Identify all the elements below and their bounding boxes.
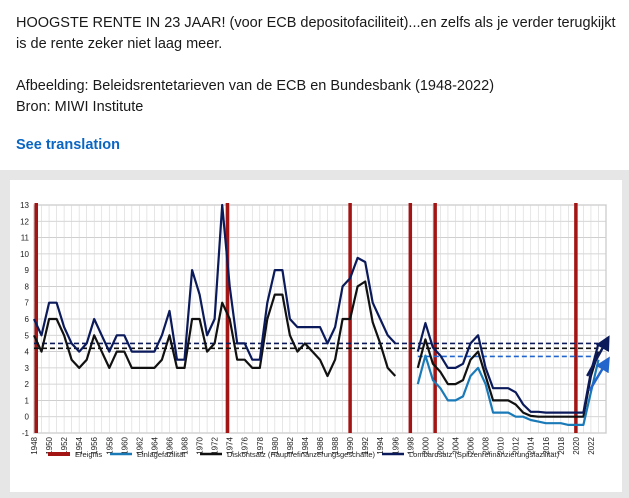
y-tick-label: 1 — [25, 396, 30, 405]
x-tick-label: 1982 — [286, 436, 295, 454]
y-tick-label: 11 — [21, 234, 30, 243]
x-tick-label: 2012 — [512, 436, 521, 454]
x-tick-label: 1952 — [60, 436, 69, 454]
x-tick-label: 1966 — [165, 436, 174, 454]
x-tick-label: 2018 — [557, 436, 566, 454]
y-tick-label: -1 — [22, 429, 30, 438]
x-tick-label: 1964 — [150, 436, 159, 454]
legend-label: Einlagefazilität — [137, 450, 186, 459]
series-line — [33, 203, 397, 361]
y-tick-label: 0 — [25, 413, 30, 422]
x-tick-label: 1980 — [271, 436, 280, 454]
post-text: HOOGSTE RENTE IN 23 JAAR! (voor ECB depo… — [16, 15, 616, 115]
legend-label: Ereignis — [75, 450, 102, 459]
x-tick-label: 1978 — [256, 436, 265, 454]
trend-arrow-blue — [588, 356, 610, 392]
x-tick-label: 1998 — [406, 436, 415, 454]
x-tick-label: 1996 — [391, 436, 400, 454]
x-tick-label: 1962 — [135, 436, 144, 454]
x-tick-label: 2022 — [587, 436, 596, 454]
x-tick-label: 1956 — [90, 436, 99, 454]
x-tick-label: 1972 — [211, 436, 220, 454]
x-tick-label: 1988 — [331, 436, 340, 454]
series-line — [33, 280, 397, 378]
x-tick-label: 2008 — [482, 436, 491, 454]
x-tick-label: 1958 — [105, 436, 114, 454]
x-tick-label: 2016 — [542, 436, 551, 454]
post-content: HOOGSTE RENTE IN 23 JAAR! (voor ECB depo… — [0, 0, 629, 170]
legend-label: Diskontsatz (Hauptrefinanzerungsgeschäft… — [227, 450, 375, 459]
y-tick-label: 6 — [25, 315, 30, 324]
series-line — [416, 354, 600, 426]
x-tick-label: 1948 — [30, 436, 39, 454]
x-tick-label: 1994 — [376, 436, 385, 454]
x-tick-label: 2004 — [451, 436, 460, 454]
y-tick-label: 10 — [20, 250, 29, 259]
x-tick-label: 1950 — [45, 436, 54, 454]
x-tick-label: 2020 — [572, 436, 581, 454]
y-tick-label: 5 — [25, 331, 30, 340]
x-tick-label: 1970 — [196, 436, 205, 454]
y-tick-label: 2 — [25, 380, 30, 389]
y-tick-label: 12 — [20, 217, 29, 226]
x-tick-label: 1976 — [241, 436, 250, 454]
series-line — [416, 338, 600, 418]
x-tick-label: 2010 — [497, 436, 506, 454]
x-tick-label: 1960 — [120, 436, 129, 454]
y-tick-label: 9 — [25, 266, 30, 275]
x-tick-label: 2014 — [527, 436, 536, 454]
chart-panel — [10, 180, 622, 492]
see-translation-link[interactable]: See translation — [16, 137, 120, 153]
legend-label: Lombardsatz (Spitzenrefinanzierungsfazil… — [409, 450, 560, 459]
series-line — [416, 322, 600, 414]
y-tick-label: 13 — [20, 201, 29, 210]
x-tick-label: 1990 — [346, 436, 355, 454]
y-tick-label: 4 — [25, 348, 30, 357]
x-tick-label: 2002 — [436, 436, 445, 454]
x-tick-label: 1968 — [181, 436, 190, 454]
x-tick-label: 1984 — [301, 436, 310, 454]
x-tick-label: 1954 — [75, 436, 84, 454]
y-tick-label: 8 — [25, 282, 30, 291]
chart-image: -1 0 1 2 3 4 5 6 7 8 9 10 11 12 13 1948 1950 1952 1954 195… — [0, 170, 629, 498]
x-tick-label: 1992 — [361, 436, 370, 454]
x-tick-label: 1986 — [316, 436, 325, 454]
y-tick-label: 3 — [25, 364, 30, 373]
y-tick-label: 7 — [25, 299, 30, 308]
x-tick-label: 2006 — [467, 436, 476, 454]
x-tick-label: 1974 — [226, 436, 235, 454]
x-tick-label: 2000 — [421, 436, 430, 454]
